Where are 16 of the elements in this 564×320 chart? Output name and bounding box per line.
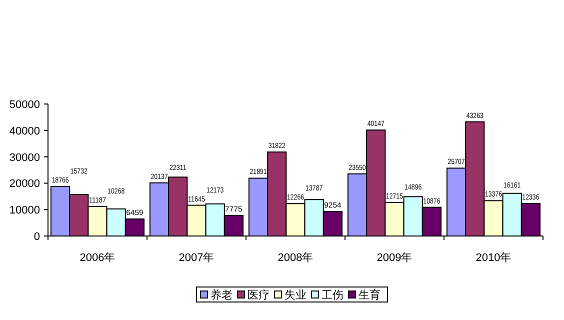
y-tick-label: 50000 (9, 99, 40, 111)
y-tick-label: 40000 (9, 125, 40, 138)
legend-label: 医疗 (248, 288, 270, 302)
y-tick-label: 0 (34, 231, 40, 243)
legend-label: 失业 (284, 288, 306, 302)
legend-label: 工伤 (322, 290, 344, 302)
y-tick-label: 30000 (9, 152, 40, 164)
x-tick-label: 2009年 (376, 252, 412, 264)
y-tick-label: 10000 (9, 204, 40, 217)
x-tick-label: 2010年 (476, 252, 512, 264)
legend-label: 生育 (358, 288, 380, 302)
legend-label: 养老 (210, 288, 232, 302)
x-tick-label: 2006年 (80, 252, 116, 264)
y-tick-label: 20000 (9, 178, 40, 190)
x-tick-label: 2008年 (278, 252, 314, 264)
x-tick-label: 2007年 (178, 252, 214, 264)
